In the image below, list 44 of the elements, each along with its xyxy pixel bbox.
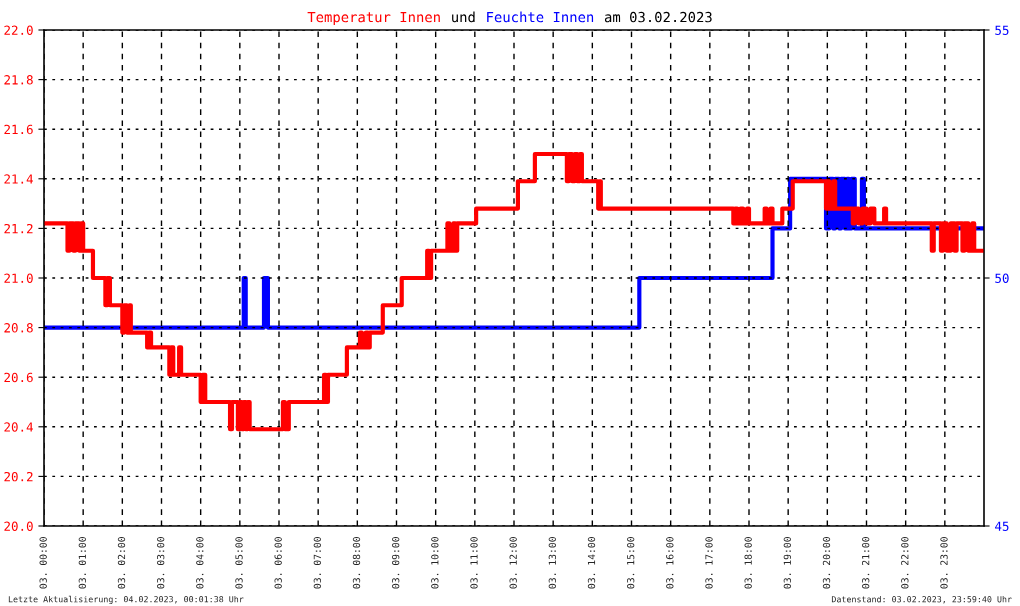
y-tick-label: 22.0 (4, 25, 33, 35)
text: und (452, 11, 475, 23)
y-tick-label: 21.4 (4, 174, 33, 184)
y-tick-label: 20.2 (4, 471, 33, 482)
text: Feuchte Innen (487, 11, 594, 23)
x-tick-label: 03. 14:00 (587, 537, 596, 589)
x-tick-label: 03. 00:00 (39, 537, 47, 589)
x-tick-label: 03. 08:00 (352, 537, 361, 589)
text: Temperatur Innen (307, 11, 440, 25)
y2-tick-label: 50 (995, 273, 1009, 283)
x-tick-label: 03. 04:00 (196, 537, 204, 589)
x-tick-label: 03. 23:00 (940, 537, 948, 589)
chart-title: am 03.02.2023 (604, 11, 712, 23)
x-tick-label: 03. 19:00 (783, 537, 792, 589)
y2-tick-label: 45 (995, 521, 1009, 531)
x-tick-label: 03. 05:00 (235, 537, 243, 589)
x-tick-label: 03. 18:00 (744, 537, 752, 589)
x-tick-label: 03. 12:00 (509, 537, 517, 589)
y-tick-label: 21.6 (4, 124, 33, 135)
y-tick-label: 21.0 (4, 273, 33, 283)
y-tick-label: 20.6 (4, 372, 33, 383)
x-tick-label: 03. 21:00 (861, 537, 870, 589)
text: Datenstand: 03.02.2023, 23:59:40 Uhr (831, 595, 1012, 604)
x-tick-label: 03. 01:00 (78, 537, 87, 589)
x-tick-label: 03. 06:00 (274, 537, 282, 589)
x-tick-label: 03. 07:00 (313, 537, 322, 589)
x-tick-label: 03. 22:00 (901, 537, 909, 589)
x-tick-label: 03. 03:00 (156, 537, 165, 589)
x-tick-label: 03. 11:00 (470, 537, 478, 589)
x-tick-label: 03. 09:00 (391, 537, 400, 589)
y-tick-label: 20.0 (4, 521, 33, 531)
x-tick-label: 03. 20:00 (822, 537, 831, 589)
x-tick-label: 03. 02:00 (117, 537, 126, 589)
x-tick-label: 03. 10:00 (431, 537, 439, 589)
text: Letzte Aktualisierung: 04.02.2023, 00:01:38 Uhr (8, 595, 244, 604)
y-tick-label: 21.8 (4, 75, 33, 85)
y-tick-label: 20.4 (4, 422, 33, 432)
x-tick-label: 03. 17:00 (705, 537, 713, 589)
x-tick-label: 03. 15:00 (626, 537, 635, 589)
x-tick-label: 03. 13:00 (548, 537, 557, 589)
x-tick-label: 03. 16:00 (666, 537, 674, 589)
y-tick-label: 21.2 (4, 223, 33, 234)
y-tick-label: 20.8 (4, 323, 33, 333)
y2-tick-label: 55 (995, 25, 1009, 35)
